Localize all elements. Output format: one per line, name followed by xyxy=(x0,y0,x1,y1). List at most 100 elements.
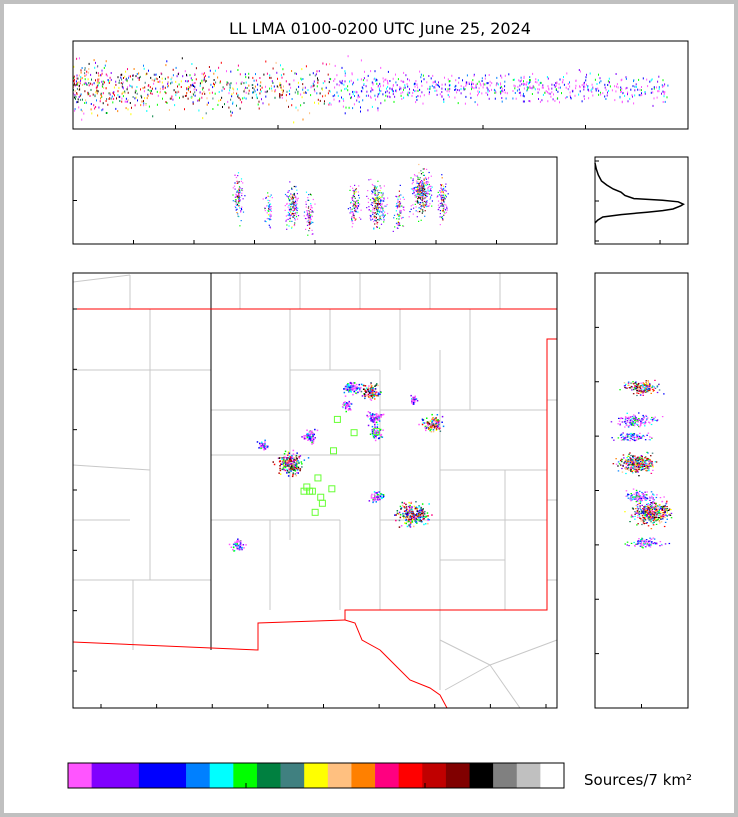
source-point xyxy=(501,97,503,99)
source-point xyxy=(442,189,444,191)
source-point xyxy=(251,84,253,87)
source-point xyxy=(312,439,314,441)
source-point xyxy=(323,102,325,105)
source-point xyxy=(347,409,350,411)
source-point xyxy=(469,92,471,95)
source-point xyxy=(605,98,607,100)
source-point xyxy=(623,462,625,464)
source-point xyxy=(424,177,426,179)
source-point xyxy=(122,95,124,98)
source-point xyxy=(350,210,352,212)
source-point xyxy=(310,94,312,97)
source-point xyxy=(425,178,427,180)
source-point xyxy=(353,214,355,216)
source-point xyxy=(414,401,416,403)
source-point xyxy=(399,513,402,516)
source-point xyxy=(605,88,607,91)
source-point xyxy=(410,509,412,512)
source-point xyxy=(637,88,639,91)
source-point xyxy=(640,458,642,460)
source-point xyxy=(630,459,633,461)
source-point xyxy=(237,69,239,71)
source-point xyxy=(633,468,635,470)
source-point xyxy=(623,421,626,423)
source-point xyxy=(233,185,236,187)
source-point xyxy=(619,418,622,420)
source-point xyxy=(436,93,438,96)
source-point xyxy=(376,82,378,85)
source-point xyxy=(444,83,446,86)
source-point xyxy=(420,185,422,187)
source-point xyxy=(421,192,423,195)
source-point xyxy=(399,516,402,519)
source-point xyxy=(439,190,441,192)
source-point xyxy=(357,205,359,208)
source-point xyxy=(419,177,421,179)
source-point xyxy=(293,465,295,468)
source-point xyxy=(644,456,647,458)
source-point xyxy=(244,73,246,76)
source-point xyxy=(352,215,354,217)
source-point xyxy=(271,87,273,90)
source-point xyxy=(355,210,357,212)
source-point xyxy=(422,422,425,424)
source-point xyxy=(354,206,357,208)
source-point xyxy=(425,193,427,195)
source-point xyxy=(399,206,401,208)
source-point xyxy=(280,463,282,465)
source-point xyxy=(504,91,506,94)
source-point xyxy=(574,94,576,97)
source-point xyxy=(203,78,205,81)
source-point xyxy=(552,98,554,101)
source-point xyxy=(647,383,649,385)
source-point xyxy=(192,101,194,104)
source-point xyxy=(627,435,629,437)
source-point xyxy=(239,107,241,110)
source-point xyxy=(237,539,240,542)
source-point xyxy=(360,110,361,113)
source-point xyxy=(377,491,380,493)
source-point xyxy=(397,513,400,515)
source-point xyxy=(660,508,662,510)
source-point xyxy=(232,87,234,90)
source-point xyxy=(400,79,402,82)
source-point xyxy=(357,94,359,97)
source-point xyxy=(475,84,477,87)
source-point xyxy=(308,230,310,232)
source-point xyxy=(627,462,629,464)
source-point xyxy=(307,197,309,199)
source-point xyxy=(641,513,643,515)
source-point xyxy=(379,92,381,95)
source-point xyxy=(371,88,373,91)
source-point xyxy=(272,461,274,463)
source-point xyxy=(236,195,238,197)
source-point xyxy=(91,83,93,86)
source-point xyxy=(632,508,635,510)
source-point xyxy=(236,545,238,547)
source-point xyxy=(633,387,636,389)
source-point xyxy=(426,421,429,424)
source-point xyxy=(402,206,404,208)
source-point xyxy=(447,94,449,97)
source-point xyxy=(94,107,96,110)
source-point xyxy=(639,464,641,466)
source-point xyxy=(154,78,156,81)
source-point xyxy=(666,518,668,520)
source-point xyxy=(377,207,379,209)
source-point xyxy=(642,416,645,418)
source-point xyxy=(374,495,376,497)
source-point xyxy=(383,205,386,207)
source-point xyxy=(373,202,375,204)
source-point xyxy=(494,89,496,92)
source-point xyxy=(329,90,331,93)
source-point xyxy=(264,220,266,222)
source-point xyxy=(662,79,664,82)
source-point xyxy=(97,78,99,81)
source-point xyxy=(645,380,647,382)
source-point xyxy=(230,546,233,548)
source-point xyxy=(374,424,376,426)
source-point xyxy=(652,390,655,392)
source-point xyxy=(630,464,633,466)
source-point xyxy=(628,463,630,466)
source-point xyxy=(640,455,643,457)
